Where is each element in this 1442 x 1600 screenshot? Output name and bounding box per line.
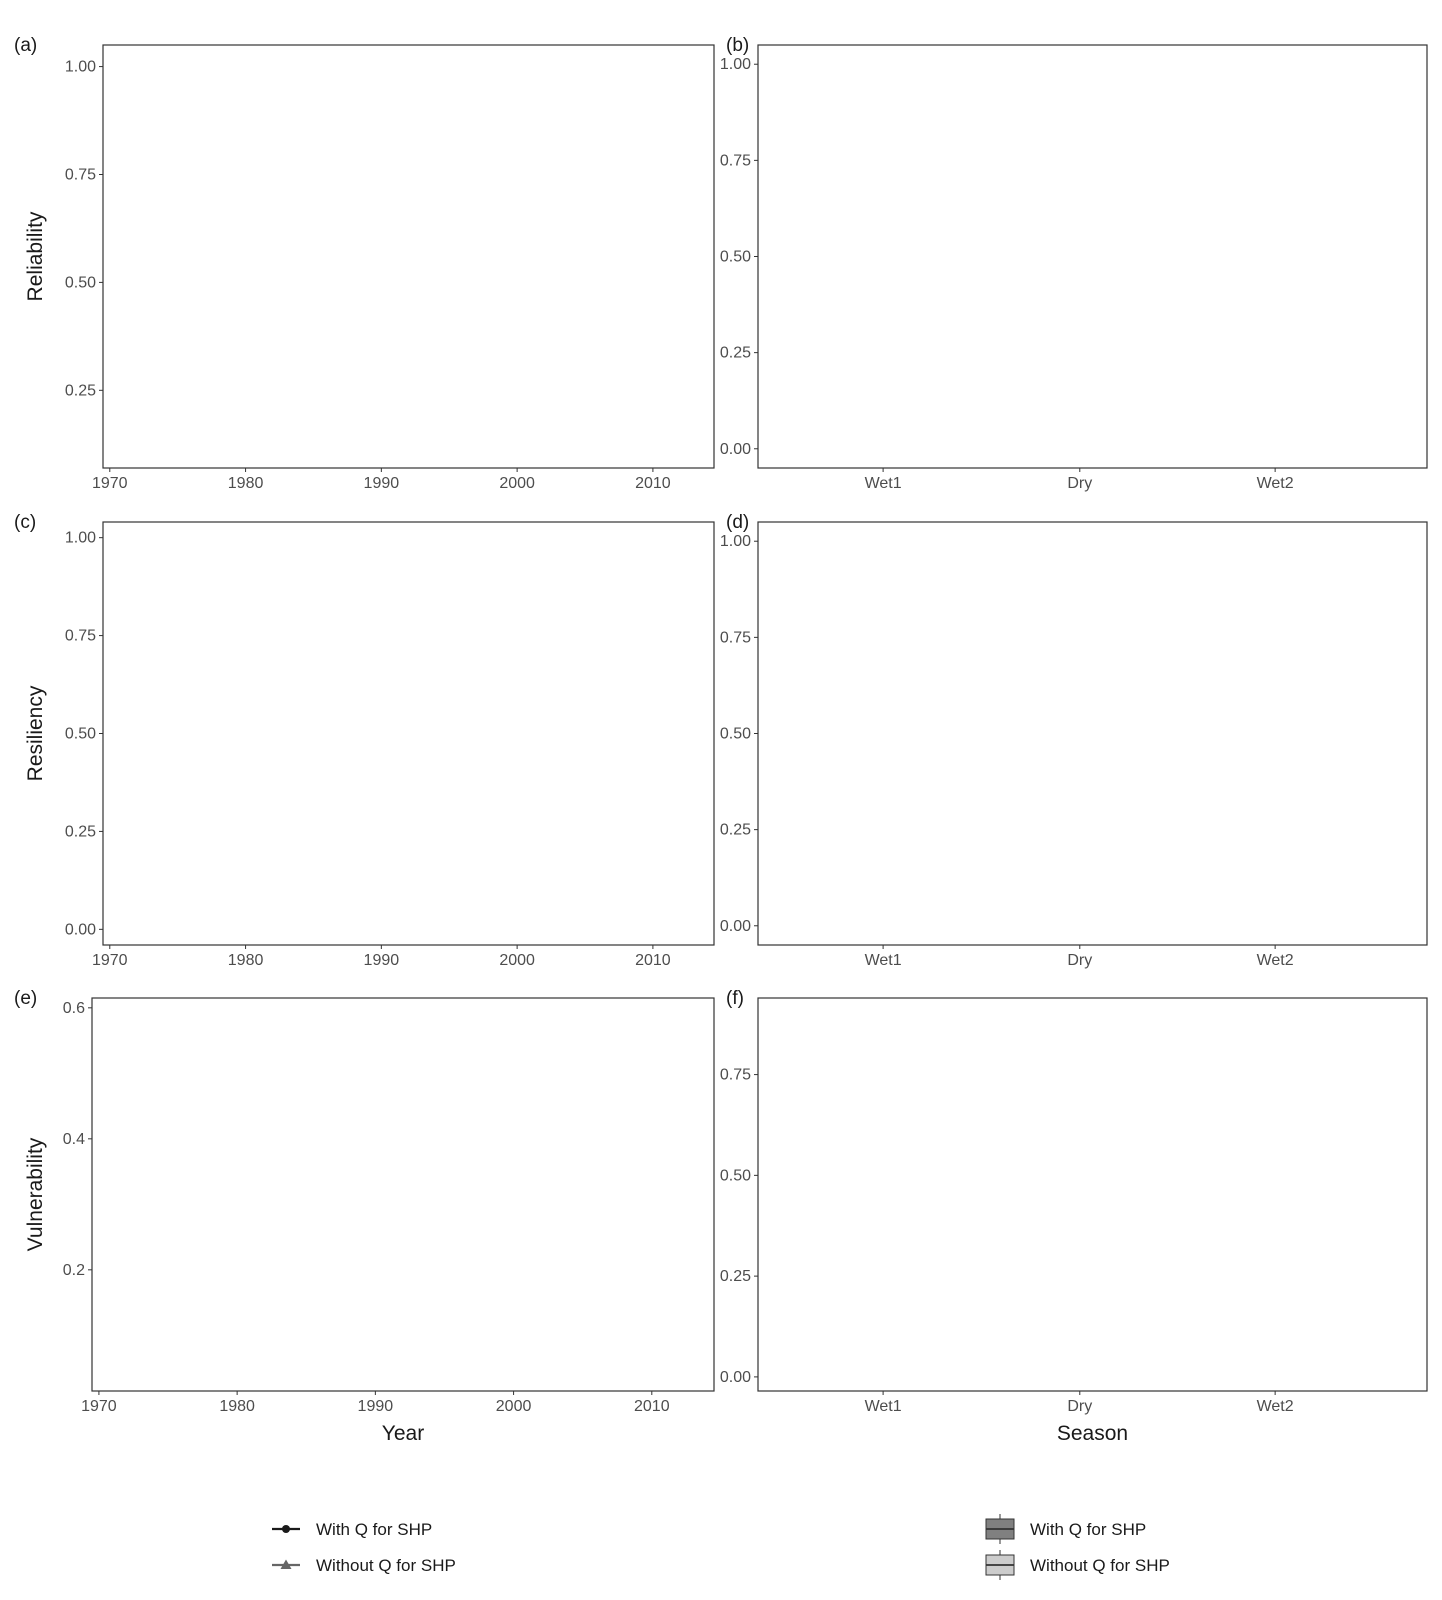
x-axis-title: Season [1057,1422,1128,1445]
y-tick-label: 1.00 [720,533,751,550]
scatter-legend: With Q for SHP Without Q for SHP [272,1520,456,1575]
y-axis-title: Resiliency [24,685,47,781]
y-tick-label: 0.00 [720,441,751,458]
panel-border [757,521,1428,946]
x-tick-label: 1980 [228,475,264,492]
y-tick-label: 0.75 [720,1067,751,1084]
y-tick-label: 0.50 [65,726,96,743]
y-tick-label: 1.00 [65,59,96,76]
y-tick-label: 0.00 [720,1369,751,1386]
x-tick-label: 2000 [499,952,535,969]
y-tick-label: 0.4 [63,1131,85,1148]
x-tick-label: Wet2 [1257,952,1294,969]
y-tick-label: 0.50 [720,249,751,266]
x-tick-label: 2010 [635,475,671,492]
x-tick-label: 1990 [358,1398,394,1415]
legend-label-without-q: Without Q for SHP [316,1556,456,1575]
x-tick-label: Wet1 [865,952,902,969]
x-axis-title: Year [382,1422,424,1445]
x-tick-label: 1980 [219,1398,255,1415]
panel-border [102,44,715,469]
panel-b: 0.00 0.25 0.50 0.75 1.00 Wet1 Dry Wet2 (b) [720,35,1428,492]
x-tick-label: Dry [1067,952,1092,969]
panel-border [757,44,1428,469]
panel-c: 0.00 0.25 0.50 0.75 1.00 1970 1980 1990 2000 2010… [14,512,715,969]
x-tick-label: Dry [1067,1398,1092,1415]
box-legend: With Q for SHP Without Q for SHP [985,1514,1170,1580]
y-axis-title: Reliability [24,211,47,301]
x-tick-label: Wet1 [865,1398,902,1415]
y-tick-label: 0.50 [720,726,751,743]
y-tick-label: 0.25 [65,823,96,840]
panel-label: (b) [726,35,749,56]
x-tick-label: 1970 [92,952,128,969]
y-tick-label: 0.50 [720,1167,751,1184]
y-tick-label: 0.25 [720,345,751,362]
legend-box-label-with-q: With Q for SHP [1030,1520,1146,1539]
y-tick-label: 0.25 [65,382,96,399]
panel-border [91,997,715,1392]
panel-e: 0.2 0.4 0.6 1970 1980 1990 2000 2010 (e) Vulnerab… [14,988,715,1445]
x-tick-label: Dry [1067,475,1092,492]
x-tick-label: Wet2 [1257,475,1294,492]
x-tick-label: 2010 [634,1398,670,1415]
panel-a: 0.25 0.50 0.75 1.00 1970 1980 1990 2000 2010 (a) R… [14,35,715,492]
y-tick-label: 0.75 [720,152,751,169]
y-tick-label: 0.25 [720,1268,751,1285]
y-axis-title: Vulnerability [24,1137,47,1251]
x-tick-label: 1990 [364,475,400,492]
y-tick-label: 0.25 [720,822,751,839]
x-tick-label: 2010 [635,952,671,969]
x-tick-label: Wet1 [865,475,902,492]
y-tick-label: 0.75 [65,628,96,645]
panel-f: 0.00 0.25 0.50 0.75 Wet1 Dry Wet2 (f) Season [720,988,1428,1445]
panel-label: (f) [726,988,744,1009]
panel-border [102,521,715,946]
x-tick-label: Wet2 [1257,1398,1294,1415]
panel-label: (a) [14,35,37,56]
y-tick-label: 0.75 [65,166,96,183]
x-tick-label: 1980 [228,952,264,969]
x-tick-label: 1990 [364,952,400,969]
x-tick-label: 2000 [499,475,535,492]
panel-label: (e) [14,988,37,1009]
panels: 0.25 0.50 0.75 1.00 1970 1980 1990 2000 2010 (a) R… [14,35,1428,1445]
legend-label-with-q: With Q for SHP [316,1520,432,1539]
y-tick-label: 0.75 [720,629,751,646]
legend-circle-marker [282,1525,290,1533]
panel-label: (c) [14,512,36,533]
y-tick-label: 0.00 [720,918,751,935]
x-tick-label: 1970 [92,475,128,492]
panel-d: 0.00 0.25 0.50 0.75 1.00 Wet1 Dry Wet2 (d) [720,512,1428,969]
y-tick-label: 0.6 [63,1000,85,1017]
y-tick-label: 0.50 [65,274,96,291]
y-tick-label: 1.00 [720,56,751,73]
x-tick-label: 1970 [81,1398,117,1415]
legend-box-label-without-q: Without Q for SHP [1030,1556,1170,1575]
y-tick-label: 0.2 [63,1262,85,1279]
legend-triangle-marker [280,1559,292,1569]
y-tick-label: 0.00 [65,921,96,938]
panel-border [757,997,1428,1392]
x-tick-label: 2000 [496,1398,532,1415]
y-tick-label: 1.00 [65,530,96,547]
panel-label: (d) [726,512,749,533]
